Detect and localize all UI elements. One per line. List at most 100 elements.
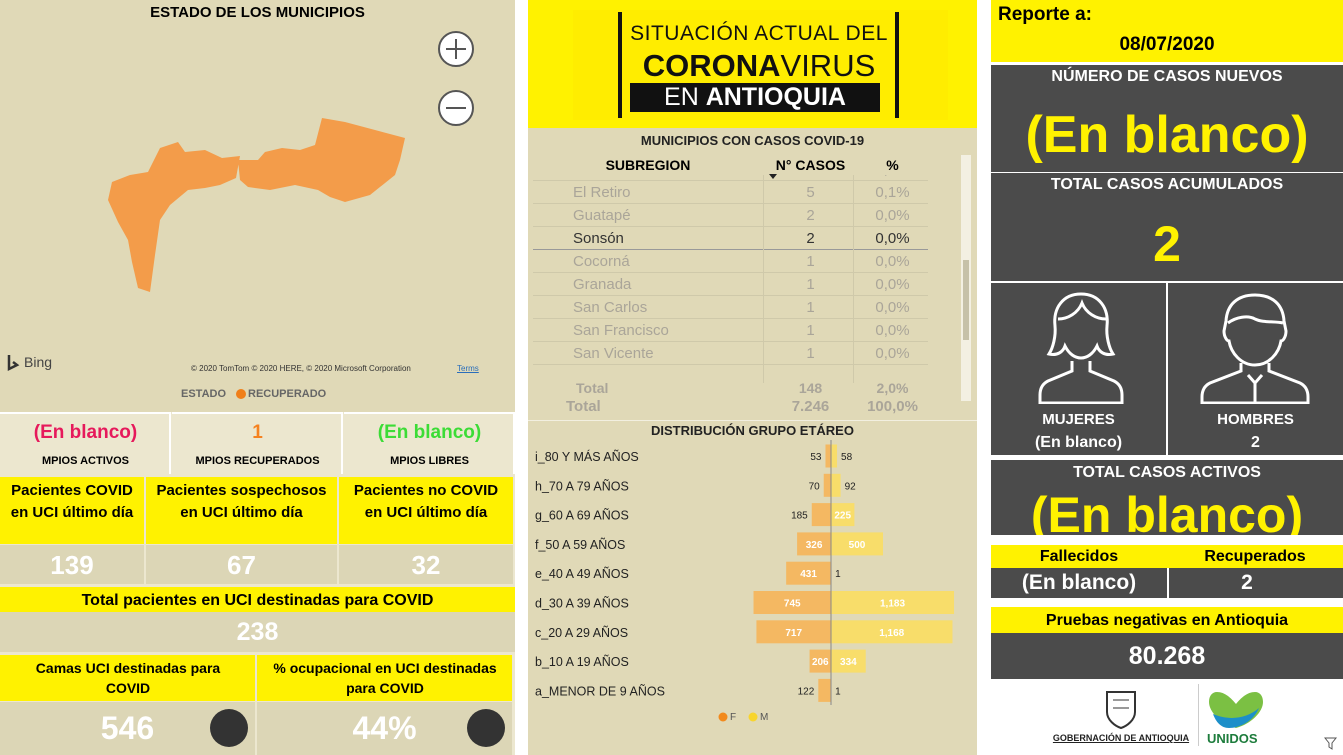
uci-card-header [339,477,513,544]
uci-beds-value: 44% [352,710,417,746]
column-header: N° CASOS [775,157,846,173]
table-cell: 0,0% [875,322,910,339]
banner-line1: SITUACIÓN ACTUAL DEL [630,22,888,45]
category-label: b_10 A 19 AÑOS [535,655,629,669]
table-cell: El Retiro [573,184,631,201]
table-cell: 2 [806,230,815,247]
table-cell: 0,1% [875,184,910,201]
municipio-value: 1 [252,422,263,443]
legend-dot [236,389,246,399]
municipio-value: (En blanco) [377,422,482,443]
municipio-cell [0,412,171,474]
woman-icon [1038,292,1124,404]
table-total: 7.246 [791,398,830,415]
uci-card-header [146,477,337,544]
table-cell: 1 [806,322,815,339]
uci-card-label: Pacientes sospechosos en UCI último día [156,482,327,521]
banner-line3: EN ANTIOQUIA [630,83,880,112]
map-panel: ESTADO DE LOS MUNICIPIOS Bing © 2020 Tom… [0,0,515,412]
uci-card-value-bg [146,545,337,584]
value-label: 334 [840,657,857,668]
value-label: 1,183 [880,599,905,610]
table-cell: 1 [806,299,815,316]
table-cell: 1 [806,276,815,293]
uci-card-value: 67 [227,550,256,580]
value-label: 745 [784,599,801,610]
banner-bar [618,12,622,118]
bar [825,444,831,468]
municipio-value: (En blanco) [33,422,138,443]
table-row-line [533,318,928,319]
age-chart: i_80 Y MÁS AÑOS 53 58 h_70 A 79 AÑOS 70 92 g_6… [535,440,955,723]
legend-label: F [730,712,736,723]
summary-panel: Reporte a: 08/07/2020 NÚMERO DE CASOS NU… [991,0,1343,755]
bar [756,620,831,644]
category-label: a_MENOR DE 9 AÑOS [535,684,665,698]
table-cell: Cocorná [573,253,630,270]
table-row-line [533,226,928,227]
active-cases-box: TOTAL CASOS ACTIVOS (En blanco) [991,460,1343,535]
uci-card-header [0,477,144,544]
sort-arrow [769,174,777,183]
table-cell: Carmen de Viboral [573,175,723,178]
category-label: g_60 A 69 AÑOS [535,509,629,523]
table-cell: 0,0% [875,276,910,293]
stats-panel: (En blanco) MPIOS ACTIVOS 1 MPIOS RECUPERAD… [0,412,515,755]
active-cases-label: TOTAL CASOS ACTIVOS [1073,464,1261,481]
uci-beds-label: Camas UCI destinadas para COVID [35,660,221,696]
terms-link[interactable]: Terms [457,364,479,373]
column-divider [763,175,764,383]
category-label: i_80 Y MÁS AÑOS [535,449,639,464]
bed-icon [210,709,248,747]
map-provider: Bing [24,354,53,370]
outcomes-header: Fallecidos Recuperados [991,545,1343,568]
legend-dot [718,712,728,722]
active-cases-value: (En blanco) [1030,487,1304,535]
table-row-line [533,272,928,273]
municipio-label: MPIOS RECUPERADOS [195,455,320,467]
column-header: SUBREGION [605,157,691,173]
negative-tests-value: 80.268 [1128,642,1206,670]
filter-icon[interactable] [1324,737,1338,751]
table-cell: 1 [806,253,815,270]
total-cases-label: TOTAL CASOS ACUMULADOS [1050,176,1284,193]
uci-beds-label: % ocupacional en UCI destinadas para COV… [273,660,497,696]
category-label: f_50 A 59 AÑOS [535,538,625,552]
table-cell: 1 [806,345,815,362]
value-label: 58 [841,452,853,463]
bar [818,678,831,702]
municipio-cell [344,412,515,474]
table-body: Carmen de Viboral70,1%El Retiro50,1%Guat… [533,175,958,383]
unidos-logo [1209,692,1263,728]
bar [823,473,831,497]
value-label: 53 [810,452,822,463]
legend-label: M [760,712,768,723]
table-cell: 5 [806,184,815,201]
government-seal [1106,691,1136,730]
bar [831,532,883,556]
chart-title: DISTRIBUCIÓN GRUPO ETÁREO [651,423,854,438]
uci-card-value-bg [339,545,513,584]
deaths-label: Fallecidos [1039,548,1119,565]
report-label: Reporte a: [998,4,1092,25]
value-label: 185 [791,511,808,522]
table-cell: 0,0% [875,253,910,270]
uci-beds-header [0,655,255,701]
uci-card-label: Pacientes COVID en UCI último día [10,482,134,521]
table-row-line [533,203,928,204]
table-cell: 7 [763,175,858,178]
table-row-line [533,180,928,181]
bar [753,591,831,614]
table-row-line [533,295,928,296]
unidos-logo-text: UNIDOS [1207,731,1258,746]
banner-en: EN [664,83,699,111]
category-label: h_70 A 79 AÑOS [535,479,629,493]
middle-panel: SITUACIÓN ACTUAL DEL CORONAVIRUS EN ANTI… [528,0,977,755]
new-cases-box: NÚMERO DE CASOS NUEVOS (En blanco) [991,65,1343,172]
category-label: c_20 A 29 AÑOS [535,626,628,640]
bar [797,532,831,556]
column-divider [853,175,854,383]
women-label: MUJERES [1042,411,1115,428]
banner: SITUACIÓN ACTUAL DEL CORONAVIRUS EN ANTI… [573,10,948,120]
